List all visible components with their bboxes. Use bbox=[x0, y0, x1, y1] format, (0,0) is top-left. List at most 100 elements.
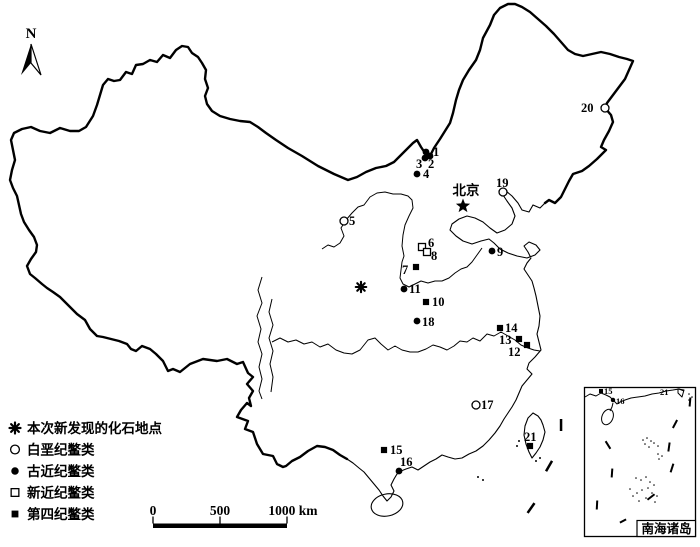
legend-symbol-filled-square bbox=[11, 510, 19, 518]
site-label-11: 11 bbox=[409, 282, 421, 296]
dash-line-segments bbox=[526, 419, 563, 514]
inset-dash-line bbox=[595, 397, 692, 524]
site-label-19: 19 bbox=[496, 176, 509, 190]
scale-label-1000km: 1000 km bbox=[268, 503, 318, 518]
inset-label-box bbox=[636, 519, 697, 538]
southwest-river-2 bbox=[268, 298, 274, 393]
inset-hainan-island bbox=[601, 408, 614, 426]
inset-site-marker-16 bbox=[610, 397, 616, 403]
site-marker-10 bbox=[422, 298, 430, 306]
site-label-16: 16 bbox=[400, 455, 413, 469]
north-arrow-right-half bbox=[30, 43, 42, 76]
new-fossil-site-marker bbox=[354, 280, 368, 294]
site-label-15: 15 bbox=[390, 443, 403, 457]
scale-bar-rect bbox=[153, 523, 287, 528]
site-label-8: 8 bbox=[431, 249, 437, 263]
site-marker-16 bbox=[395, 467, 403, 475]
site-marker-3 bbox=[421, 154, 429, 162]
site-marker-12 bbox=[523, 341, 531, 349]
north-label: N bbox=[26, 26, 37, 42]
site-marker-9 bbox=[488, 247, 496, 255]
inset-border bbox=[583, 386, 697, 538]
capital-beijing: 北京 bbox=[453, 182, 480, 213]
site-marker-4 bbox=[413, 170, 421, 178]
site-label-10: 10 bbox=[432, 295, 445, 309]
north-arrow-left-half bbox=[21, 44, 31, 75]
site-marker-11 bbox=[400, 285, 408, 293]
offshore-islet-dots bbox=[477, 440, 541, 481]
legend-symbol-filled-circle bbox=[11, 467, 19, 475]
site-label-20: 20 bbox=[581, 101, 594, 115]
site-label-1: 1 bbox=[433, 145, 439, 159]
scale-label-500: 500 bbox=[210, 503, 231, 518]
dash-segment bbox=[619, 518, 627, 524]
legend-symbol-new-site bbox=[8, 421, 22, 435]
inset-site-label-21: 21 bbox=[660, 387, 669, 397]
dash-segment bbox=[672, 419, 678, 429]
site-marker-8 bbox=[422, 247, 432, 257]
hainan-island bbox=[370, 493, 404, 517]
taiwan-island bbox=[523, 412, 546, 459]
dash-segment bbox=[610, 468, 614, 478]
site-label-12: 12 bbox=[508, 345, 521, 359]
scale-bar: 0 500 1000 km bbox=[150, 503, 318, 528]
scale-label-0: 0 bbox=[150, 503, 157, 518]
inset-site-marker-15 bbox=[598, 388, 604, 394]
legend-label-new-site: 本次新发现的化石地点 bbox=[27, 420, 162, 436]
site-label-4: 4 bbox=[423, 167, 430, 181]
dash-segment bbox=[646, 493, 656, 501]
legend-symbol-open-square bbox=[10, 487, 20, 497]
dash-segment bbox=[604, 440, 612, 450]
site-label-13: 13 bbox=[499, 333, 512, 347]
legend-label-filled-square: 第四纪鳖类 bbox=[27, 506, 95, 522]
site-label-7: 7 bbox=[402, 263, 408, 277]
site-label-17: 17 bbox=[481, 398, 494, 412]
southwest-river-1 bbox=[256, 276, 263, 400]
site-marker-19 bbox=[498, 187, 508, 197]
site-marker-18 bbox=[413, 317, 421, 325]
site-marker-5 bbox=[339, 216, 349, 226]
site-marker-13 bbox=[515, 335, 523, 343]
site-label-5: 5 bbox=[349, 214, 355, 228]
site-label-14: 14 bbox=[505, 321, 518, 335]
dash-segment bbox=[544, 460, 554, 472]
inset-site-label-16: 16 bbox=[616, 396, 625, 406]
dash-segment bbox=[526, 502, 536, 514]
inset-site-label-15: 15 bbox=[604, 386, 613, 396]
yangtze-river bbox=[271, 331, 541, 355]
site-label-21: 21 bbox=[524, 430, 537, 444]
dash-segment bbox=[559, 419, 563, 431]
site-label-6: 6 bbox=[428, 236, 434, 250]
site-marker-6 bbox=[417, 242, 427, 252]
yellow-river bbox=[321, 191, 483, 288]
site-label-18: 18 bbox=[422, 315, 435, 329]
inset-label: 南海诸岛 bbox=[641, 521, 691, 536]
site-marker-20 bbox=[600, 103, 610, 113]
legend-label-open-square: 新近纪鳖类 bbox=[27, 484, 95, 500]
site-marker-7 bbox=[412, 263, 420, 271]
legend-label-open-circle: 白垩纪鳖类 bbox=[27, 441, 95, 457]
north-arrow: N bbox=[21, 26, 42, 76]
legend-label-filled-circle: 古近纪鳖类 bbox=[27, 463, 95, 479]
site-marker-21 bbox=[526, 442, 534, 450]
legend-symbol-open-circle bbox=[9, 444, 21, 455]
capital-star-icon bbox=[455, 198, 471, 213]
site-marker-15 bbox=[380, 446, 388, 454]
dash-segment bbox=[669, 463, 675, 473]
site-label-2: 2 bbox=[428, 157, 434, 171]
site-marker-14 bbox=[496, 324, 504, 332]
dash-segment bbox=[667, 442, 671, 452]
inset-taiwan-island bbox=[677, 388, 685, 398]
site-marker-17 bbox=[471, 400, 481, 410]
inset-islet-dots bbox=[629, 393, 693, 503]
capital-label: 北京 bbox=[453, 182, 480, 198]
coastline bbox=[346, 190, 546, 502]
site-label-9: 9 bbox=[497, 245, 503, 259]
dash-segment bbox=[595, 500, 599, 510]
